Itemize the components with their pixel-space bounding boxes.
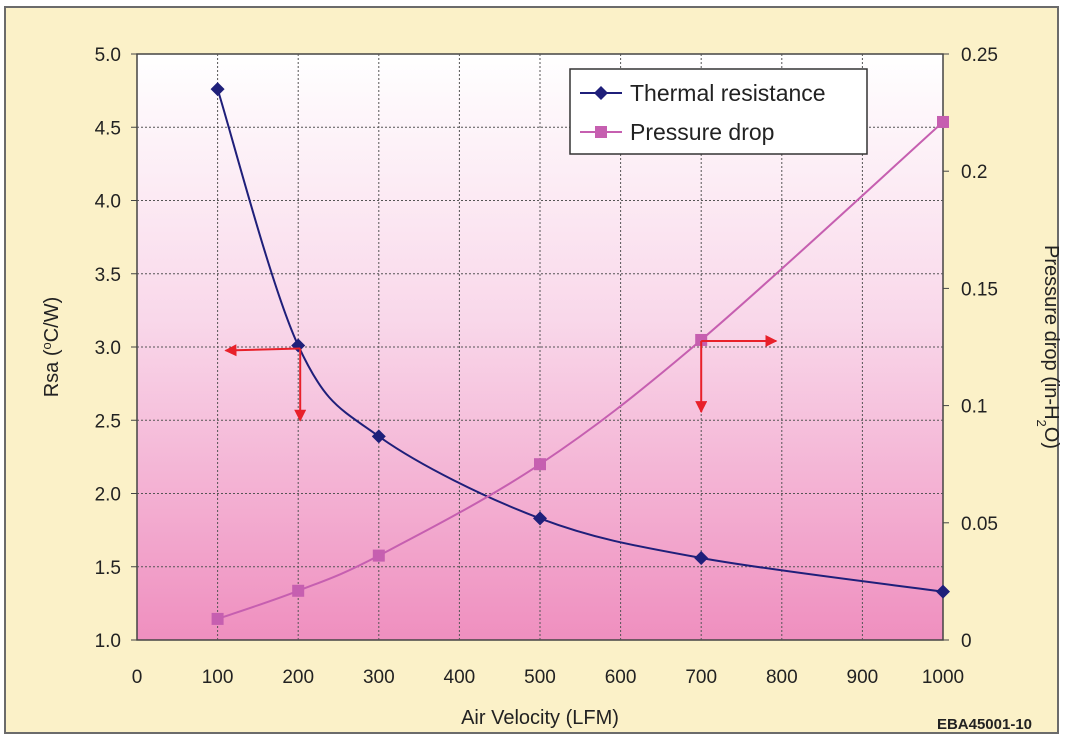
x-tick-label: 700: [685, 667, 717, 688]
x-axis-label: Air Velocity (LFM): [461, 707, 619, 729]
y-label-pre: Rsa (: [41, 349, 63, 397]
y2-tick-label: 0.15: [961, 279, 998, 300]
figure-code: EBA45001-10: [937, 716, 1032, 733]
y-tick-label: 2.0: [95, 485, 121, 506]
x-tick-label: 1000: [922, 667, 964, 688]
y2-tick-label: 0.25: [961, 45, 998, 66]
point-thermal: [936, 584, 950, 599]
point-thermal: [210, 82, 225, 97]
y2-tick-label: 0.05: [961, 514, 998, 535]
legend-marker-pressure: [595, 126, 607, 138]
y2-label-sub: 2: [1035, 420, 1050, 427]
y2-tick-label: 0.1: [961, 397, 987, 418]
y2-label-post: O): [1040, 427, 1062, 449]
y-tick-label: 4.0: [95, 192, 121, 213]
point-pressure: [292, 584, 305, 597]
point-pressure: [937, 115, 949, 128]
y-tick-label: 4.5: [95, 118, 121, 139]
x-tick-label: 800: [766, 667, 798, 688]
point-thermal: [533, 511, 547, 526]
y-tick-label: 1.5: [95, 558, 121, 579]
x-tick-label: 500: [524, 667, 556, 688]
x-tick-label: 200: [282, 667, 314, 688]
y2-axis-label: Pressure drop (in-H2O): [1035, 245, 1063, 449]
y-label-sup: o: [39, 342, 54, 349]
y-label-post: C/W): [41, 297, 63, 343]
point-thermal: [694, 550, 709, 565]
y-axis-label: Rsa (oC/W): [39, 297, 64, 398]
legend-label-thermal: Thermal resistance: [630, 80, 826, 106]
point-thermal: [371, 429, 386, 444]
y-tick-label: 1.0: [95, 631, 121, 652]
legend-box: [569, 68, 868, 155]
x-tick-label: 600: [605, 667, 637, 688]
x-tick-label: 0: [132, 667, 143, 688]
x-tick-label: 100: [202, 667, 234, 688]
point-pressure: [372, 549, 385, 562]
y2-label-pre: Pressure drop (in-H: [1040, 245, 1062, 420]
y-tick-label: 5.0: [95, 45, 121, 66]
series-markers: [210, 82, 950, 625]
x-tick-label: 900: [847, 667, 879, 688]
axis-ticks: 0 100 200 300 400 500 600 700 800 900 1000 1.0 1.5 2.…: [95, 45, 998, 688]
y2-tick-label: 0.2: [961, 162, 987, 183]
y-tick-label: 3.0: [95, 338, 121, 359]
legend-marker-thermal: [594, 86, 608, 100]
x-tick-label: 400: [444, 667, 476, 688]
y-tick-label: 2.5: [95, 411, 121, 432]
legend-label-pressure: Pressure drop: [630, 119, 774, 145]
y2-tick-label: 0: [961, 631, 972, 652]
reading-arrows: [224, 334, 778, 422]
legend: Thermal resistance Pressure drop: [569, 68, 868, 155]
series-line-thermal: [216, 88, 944, 593]
y-tick-label: 3.5: [95, 265, 121, 286]
x-tick-label: 300: [363, 667, 395, 688]
point-pressure: [534, 458, 546, 471]
arrow-left-thermal: [224, 344, 301, 357]
point-pressure: [211, 612, 224, 625]
